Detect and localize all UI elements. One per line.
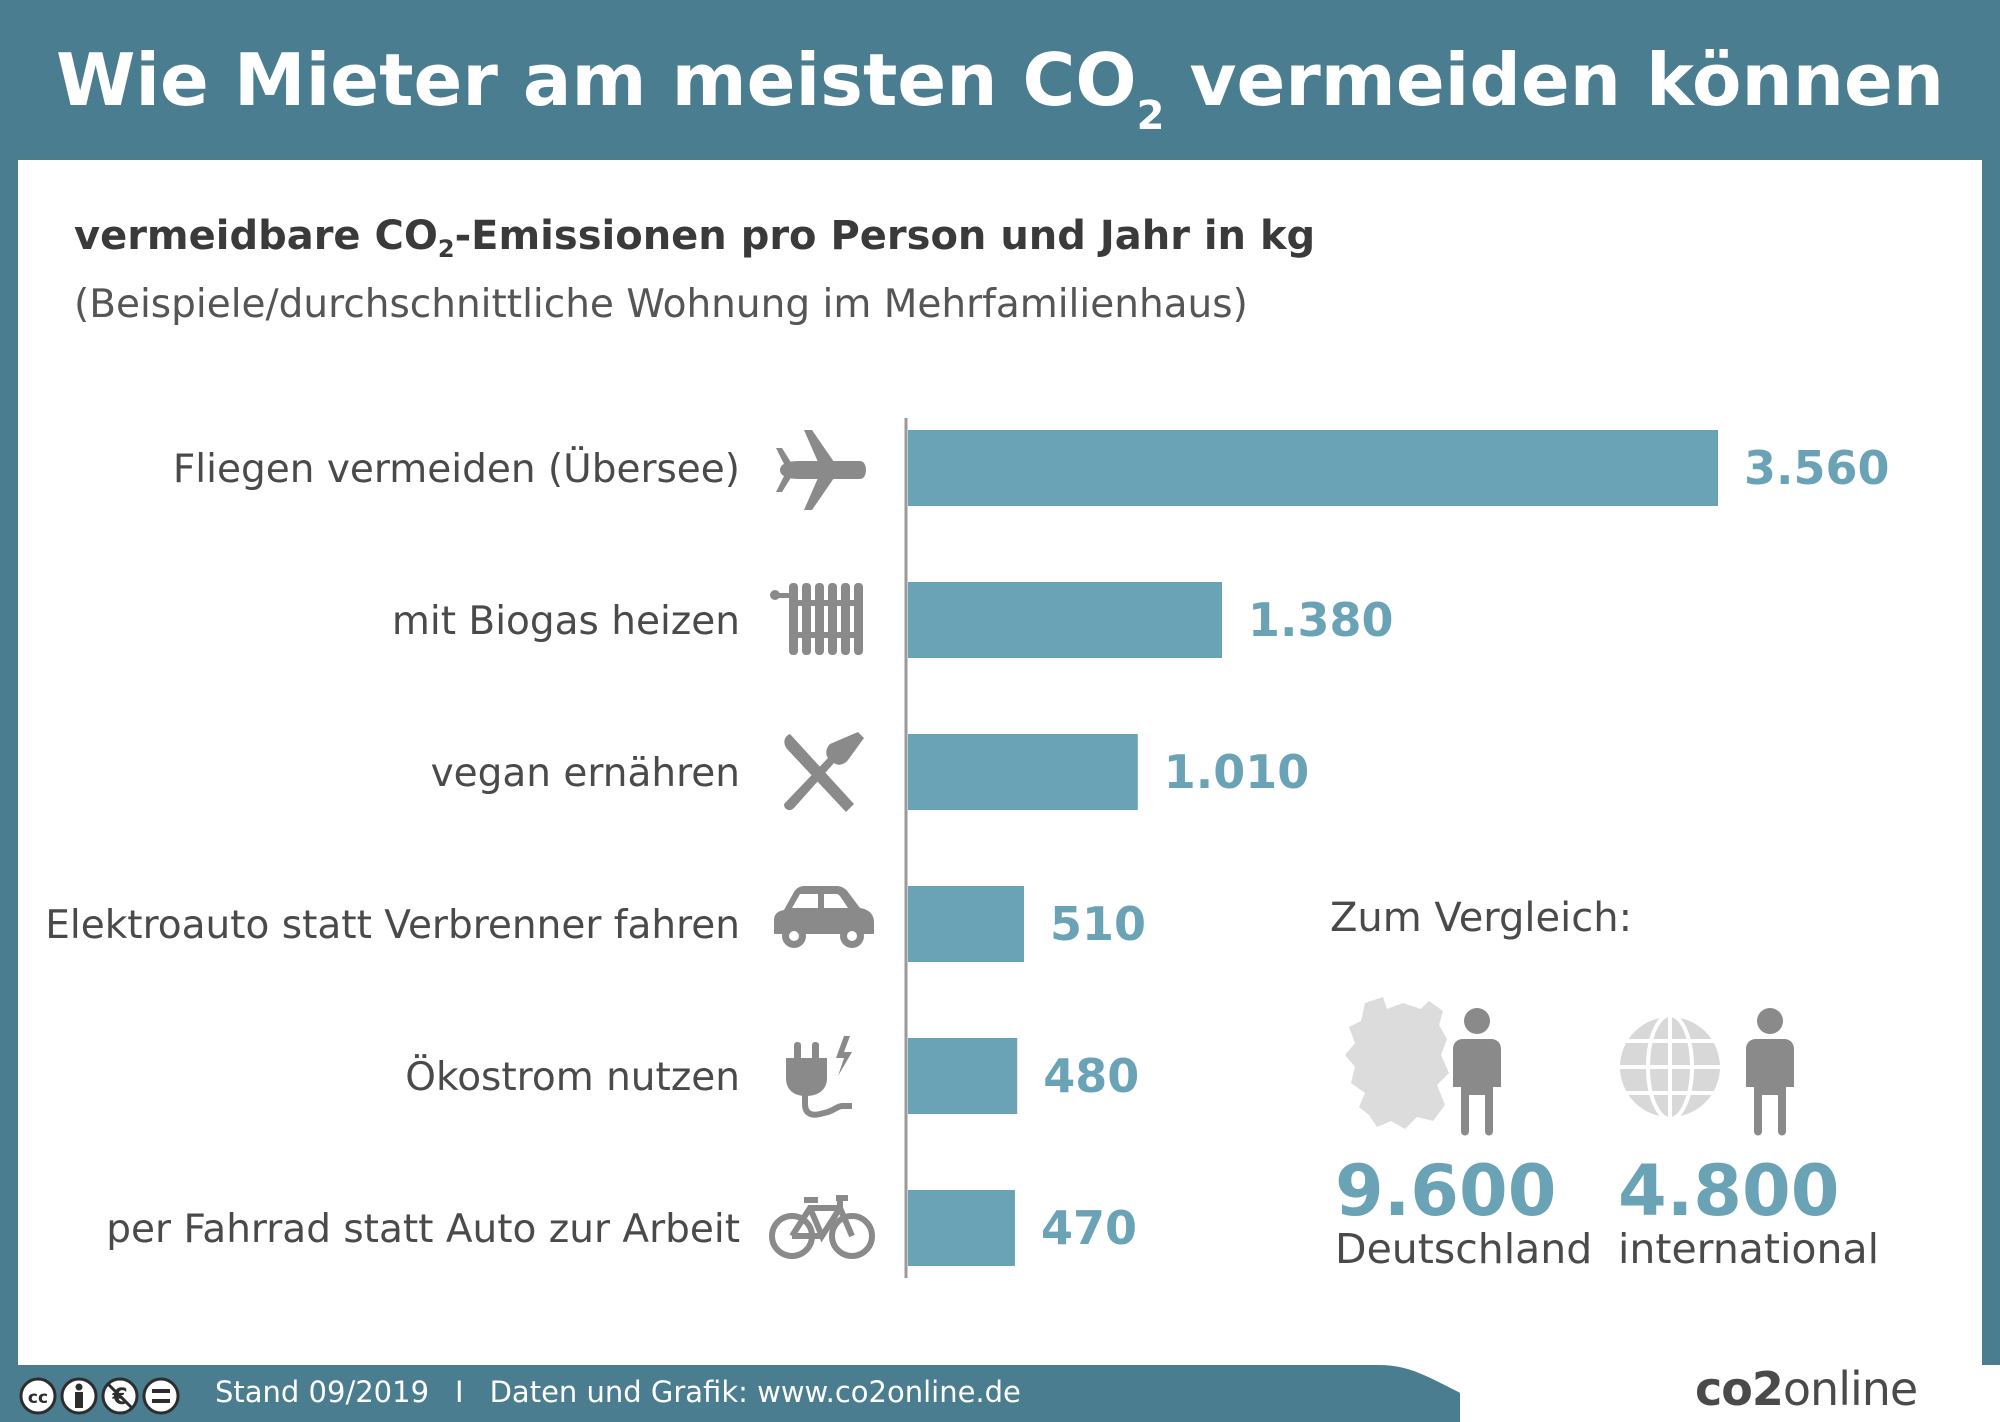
bar-2 <box>908 734 1138 810</box>
value-label-3: 510 <box>1050 897 1146 951</box>
person-icon <box>1453 1008 1501 1136</box>
comparison-label-germany: Deutschland <box>1335 1225 1593 1273</box>
footer-credits: Stand 09/2019 I Daten und Grafik: www.co2o… <box>215 1375 1021 1409</box>
comparison-value-international: 4.800 <box>1618 1150 1840 1232</box>
bar-1 <box>908 582 1222 658</box>
brand-logo: co2online <box>1695 1362 1918 1416</box>
category-label-0: Fliegen vermeiden (Übersee) <box>173 446 740 492</box>
comparison-title: Zum Vergleich: <box>1330 895 1633 941</box>
bar-4 <box>908 1038 1018 1114</box>
svg-text:cc: cc <box>28 1388 48 1408</box>
cc-license-icons: cc € <box>19 1377 180 1415</box>
person-icon <box>1746 1008 1794 1136</box>
chart-subtitle: vermeidbare CO2-Emissionen pro Person un… <box>74 213 1316 263</box>
airplane-icon <box>776 430 866 510</box>
chart-note: (Beispiele/durchschnittliche Wohnung im … <box>74 282 1248 327</box>
globe-icon <box>1616 1013 1724 1121</box>
value-label-2: 1.010 <box>1164 745 1310 799</box>
by-icon <box>60 1377 98 1415</box>
category-label-4: Ökostrom nutzen <box>405 1054 740 1100</box>
footer-date: Stand 09/2019 <box>215 1375 430 1409</box>
bar-3 <box>908 886 1025 962</box>
value-label-5: 470 <box>1041 1201 1137 1255</box>
footer-separator: I <box>455 1375 464 1409</box>
radiator-icon <box>770 583 863 655</box>
category-label-5: per Fahrrad statt Auto zur Arbeit <box>106 1207 740 1252</box>
nc-icon: € <box>101 1377 139 1415</box>
bicycle-icon <box>769 1195 875 1259</box>
plug-icon <box>786 1036 852 1118</box>
bar-5 <box>908 1190 1015 1266</box>
international-comparison-icon <box>1616 1008 1794 1136</box>
page-title: Wie Mieter am meisten CO2 vermeiden könn… <box>55 38 1945 139</box>
comparison-value-germany: 9.600 <box>1335 1150 1557 1232</box>
value-label-0: 3.560 <box>1744 441 1890 495</box>
footer-curve <box>1380 1365 1580 1422</box>
germany-map-icon <box>1345 997 1449 1129</box>
footer-source-link[interactable]: Daten und Grafik: www.co2online.de <box>489 1375 1021 1409</box>
comparison-label-international: international <box>1618 1225 1879 1273</box>
nd-icon <box>142 1377 180 1415</box>
car-icon <box>774 886 874 948</box>
cutlery-icon <box>784 732 864 812</box>
category-label-3: Elektroauto statt Verbrenner fahren <box>45 903 740 948</box>
category-label-2: vegan ernähren <box>431 751 740 796</box>
value-label-4: 480 <box>1043 1049 1139 1103</box>
bar-0 <box>908 430 1718 506</box>
value-label-1: 1.380 <box>1248 593 1394 647</box>
category-label-1: mit Biogas heizen <box>392 599 740 644</box>
germany-comparison-icon <box>1345 997 1501 1136</box>
cc-icon: cc <box>19 1377 57 1415</box>
